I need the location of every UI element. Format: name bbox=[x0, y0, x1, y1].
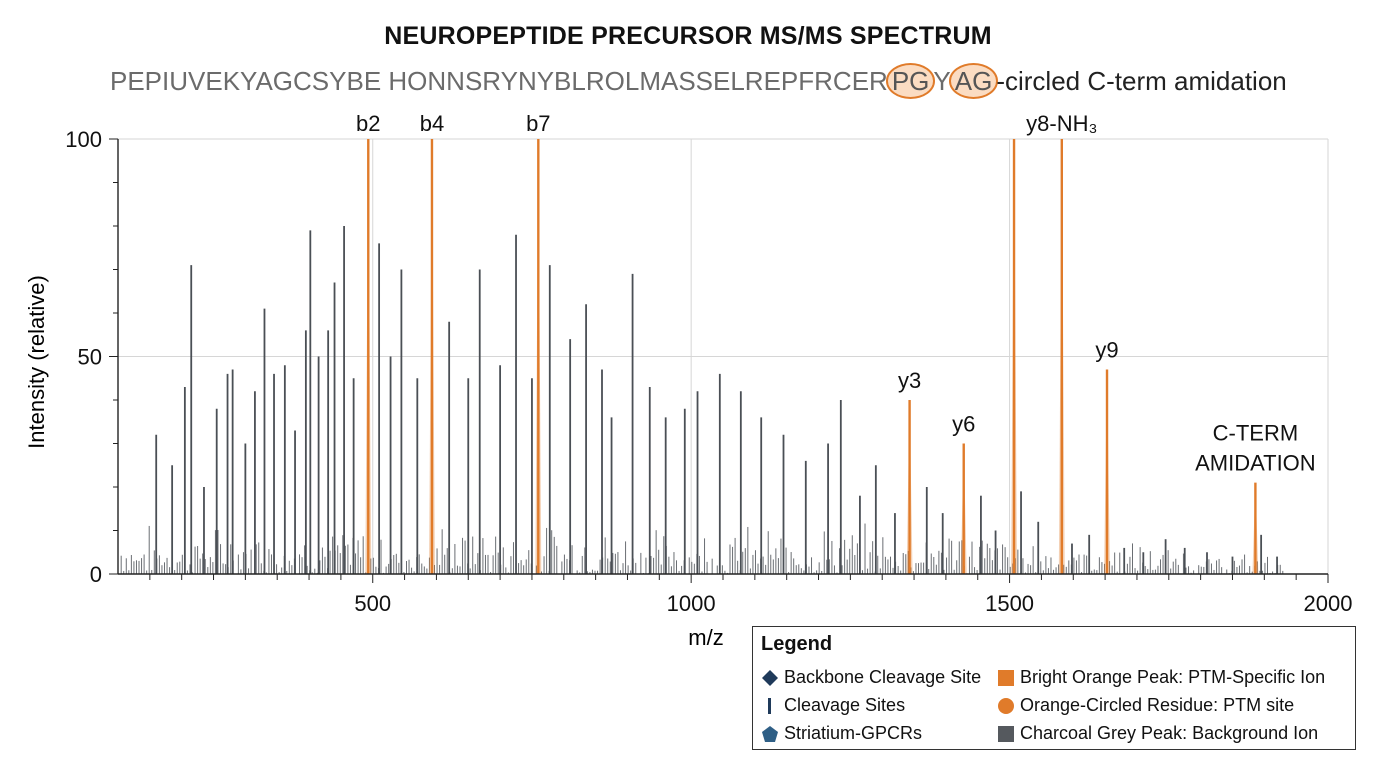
legend-title: Legend bbox=[761, 633, 833, 655]
y-tick-label: 0 bbox=[90, 562, 102, 587]
legend-label: Backbone Cleavage Site bbox=[784, 667, 982, 687]
legend-item-backbone-cleavage: Backbone Cleavage Site bbox=[761, 667, 981, 688]
sequence-prefix: PEPIUVEKYAGCSYBE HONNSRYNYBLROLMASSELREP… bbox=[110, 66, 888, 96]
sequence-middle: Y bbox=[933, 66, 951, 96]
circle-icon bbox=[997, 697, 1015, 715]
x-tick-label: 2000 bbox=[1304, 591, 1353, 616]
legend-item-ptm-ion: Bright Orange Peak: PTM-Specific Ion bbox=[997, 667, 1325, 688]
legend-item-ptm-site: Orange-Circled Residue: PTM site bbox=[997, 695, 1294, 716]
peak-label-line: C-TERM bbox=[1213, 421, 1299, 446]
y-tick-label: 100 bbox=[65, 127, 102, 152]
sequence-suffix: -circled C-term amidation bbox=[996, 66, 1287, 96]
peak-label: y3 bbox=[898, 368, 921, 393]
square-icon bbox=[997, 725, 1015, 743]
square-icon bbox=[997, 669, 1015, 687]
peak-label-line: b7 bbox=[526, 111, 550, 136]
circled-residue-ag: AG bbox=[948, 63, 999, 99]
peak-label: y9 bbox=[1095, 338, 1118, 363]
x-tick-label: 500 bbox=[354, 591, 391, 616]
background-peaks bbox=[155, 226, 1278, 574]
peak-label: b4 bbox=[420, 111, 444, 136]
peak-label: y6 bbox=[952, 412, 975, 437]
legend-item-gpcrs: Striatium-GPCRs bbox=[761, 723, 922, 744]
legend-label: Cleavage Sites bbox=[784, 695, 906, 715]
x-axis-label: m/z bbox=[688, 625, 723, 650]
x-tick-label: 1500 bbox=[985, 591, 1034, 616]
peak-label-line: y9 bbox=[1095, 338, 1118, 363]
peak-label: b2 bbox=[356, 111, 380, 136]
y-tick-label: 50 bbox=[78, 345, 102, 370]
peak-label-line: b2 bbox=[356, 111, 380, 136]
peak-label-line: b4 bbox=[420, 111, 444, 136]
legend-label: Orange-Circled Residue: PTM site bbox=[1020, 695, 1295, 715]
peak-label-line: y8-NH₃ bbox=[1026, 111, 1097, 136]
circled-residue-pg: PG bbox=[885, 63, 936, 99]
peak-label: C-TERM AMIDATION bbox=[1195, 421, 1316, 476]
legend-item-cleavage-sites: Cleavage Sites bbox=[761, 695, 905, 716]
peptide-sequence: PEPIUVEKYAGCSYBE HONNSRYNYBLROLMASSELREP… bbox=[110, 63, 1287, 99]
bar-icon bbox=[761, 697, 779, 715]
x-tick-label: 1000 bbox=[667, 591, 716, 616]
peak-label-line: y6 bbox=[952, 412, 975, 437]
y-axis-label: Intensity (relative) bbox=[24, 275, 49, 449]
legend: Legend Backbone Cleavage Site Bright Ora… bbox=[752, 626, 1356, 750]
legend-label: Striatium-GPCRs bbox=[784, 723, 923, 743]
peak-label: b7 bbox=[526, 111, 550, 136]
legend-label: Bright Orange Peak: PTM-Specific Ion bbox=[1020, 667, 1326, 687]
peak-label: y8-NH₃ bbox=[1026, 111, 1097, 136]
peak-label-line: y3 bbox=[898, 368, 921, 393]
legend-label: Charcoal Grey Peak: Background Ion bbox=[1020, 723, 1319, 743]
axes: 500 1000 1500 2000 0 50 100 bbox=[65, 127, 1352, 616]
pentagon-icon bbox=[761, 725, 779, 743]
diamond-icon bbox=[761, 669, 779, 687]
ptm-peaks: b2 b4 b7 y3 y6 y8-NH₃ y9 C-TERM AMIDATION bbox=[356, 111, 1316, 574]
chart-title: NEUROPEPTIDE PRECURSOR MS/MS SPECTRUM bbox=[384, 22, 992, 50]
grid-lines bbox=[118, 138, 1329, 574]
peak-label-line: AMIDATION bbox=[1195, 451, 1316, 476]
legend-item-background-ion: Charcoal Grey Peak: Background Ion bbox=[997, 723, 1318, 744]
